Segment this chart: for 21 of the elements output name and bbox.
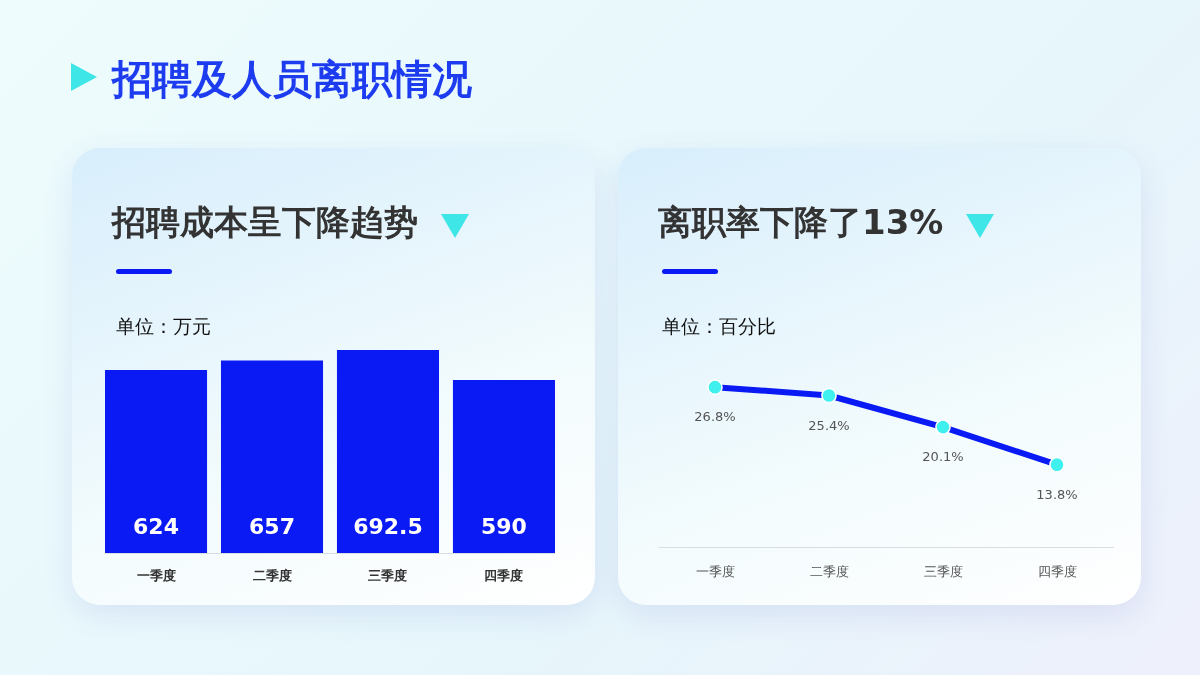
data-label: 624 bbox=[133, 514, 179, 539]
data-label: 590 bbox=[481, 514, 527, 539]
data-label: 20.1% bbox=[922, 449, 964, 465]
data-label: 657 bbox=[249, 514, 295, 539]
chart-subtitle: 单位：百分比 bbox=[662, 314, 776, 339]
data-label: 13.8% bbox=[1036, 486, 1078, 502]
data-label: 25.4% bbox=[808, 417, 850, 433]
text: 招聘及人员离职情况 bbox=[112, 55, 472, 104]
x-tick-label: 四季度 bbox=[1038, 563, 1077, 579]
x-tick-label: 一季度 bbox=[136, 567, 176, 583]
data-label: 26.8% bbox=[694, 409, 736, 425]
x-tick-label: 二季度 bbox=[252, 567, 292, 583]
x-tick-label: 二季度 bbox=[810, 563, 849, 579]
x-tick-label: 一季度 bbox=[696, 563, 735, 579]
x-tick-label: 四季度 bbox=[484, 567, 524, 583]
chart-subtitle: 单位：万元 bbox=[116, 314, 211, 339]
chart-title: 招聘成本呈下降趋势 bbox=[112, 201, 418, 244]
chart-title: 离职率下降了13% bbox=[658, 201, 944, 244]
x-tick-label: 三季度 bbox=[924, 563, 963, 579]
x-tick-label: 三季度 bbox=[368, 567, 408, 583]
data-label: 692.5 bbox=[353, 514, 423, 539]
